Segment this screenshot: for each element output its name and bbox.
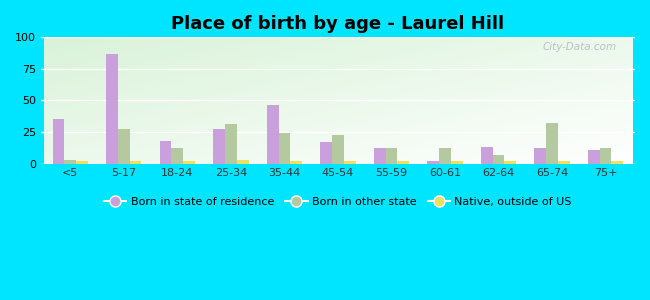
Bar [439,148,451,164]
Bar [385,148,397,164]
Bar [225,124,237,164]
Bar [493,155,504,164]
Bar [558,161,569,164]
Bar [320,142,332,164]
Bar [600,148,612,164]
Bar [481,147,493,164]
Bar [332,134,344,164]
Bar [213,130,225,164]
Bar [76,161,88,164]
Bar [183,161,195,164]
Bar [266,106,278,164]
Bar [344,161,356,164]
Bar [106,54,118,164]
Bar [118,130,130,164]
Bar [504,161,516,164]
Bar [130,161,142,164]
Bar [546,123,558,164]
Text: City-Data.com: City-Data.com [543,42,618,52]
Bar [374,148,385,164]
Bar [160,141,172,164]
Bar [427,161,439,164]
Title: Place of birth by age - Laurel Hill: Place of birth by age - Laurel Hill [172,15,504,33]
Bar [397,161,409,164]
Bar [291,161,302,164]
Bar [172,148,183,164]
Bar [588,150,600,164]
Bar [534,148,546,164]
Bar [237,160,248,164]
Bar [278,133,291,164]
Bar [53,119,64,164]
Legend: Born in state of residence, Born in other state, Native, outside of US: Born in state of residence, Born in othe… [99,192,576,211]
Bar [612,161,623,164]
Bar [64,160,76,164]
Bar [451,161,463,164]
